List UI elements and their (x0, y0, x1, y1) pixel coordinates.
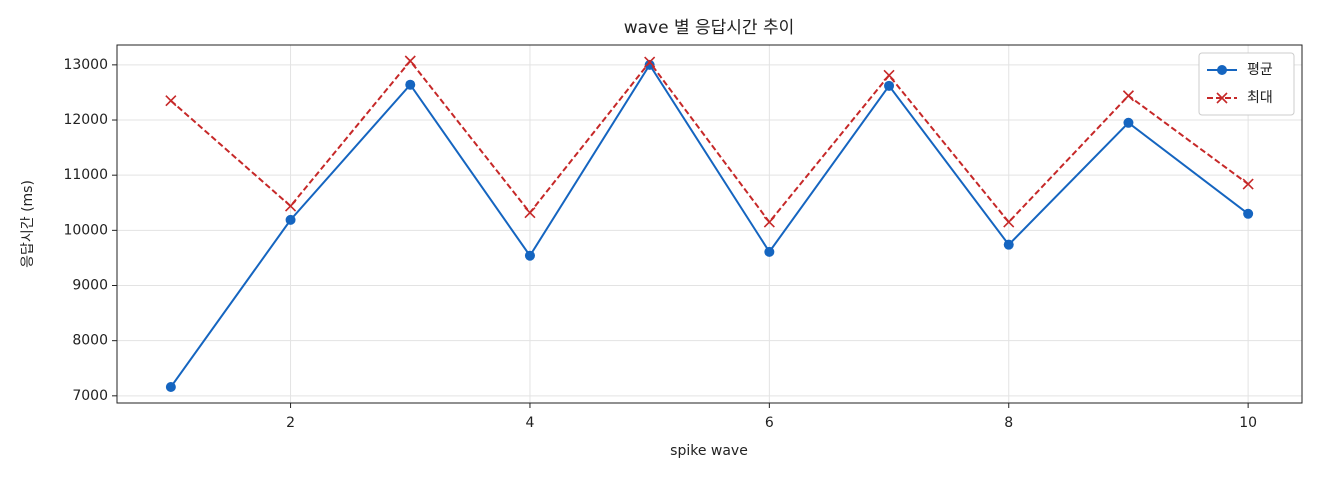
x-axis-label: spike wave (670, 443, 748, 459)
point (404, 55, 416, 67)
x-tick-label: 10 (1239, 415, 1257, 431)
chart-title: wave 별 응답시간 추이 (624, 18, 795, 38)
y-tick-label: 11000 (63, 167, 108, 183)
legend-label: 최대 (1247, 90, 1273, 106)
y-tick-label: 9000 (72, 278, 108, 294)
x-tick-label: 2 (286, 415, 295, 431)
point (285, 214, 296, 225)
x-tick-label: 6 (765, 415, 774, 431)
point (284, 200, 297, 212)
point (764, 246, 775, 257)
y-tick-label: 7000 (72, 388, 108, 404)
y-tick-label: 8000 (72, 333, 108, 349)
x-tick-label: 4 (525, 415, 534, 431)
series-line (170, 59, 1249, 224)
point (1243, 208, 1254, 219)
y-tick-label: 12000 (63, 112, 108, 128)
series-line (170, 62, 1249, 388)
point (883, 69, 895, 81)
point (165, 382, 176, 393)
y-axis-label: 응답시간 (ms) (20, 180, 36, 268)
point (884, 80, 895, 91)
legend-label: 평균 (1247, 62, 1273, 78)
plot-frame (116, 44, 1303, 404)
point (524, 250, 535, 261)
legend-marker (1216, 92, 1228, 104)
point (165, 95, 177, 107)
x-tick-label: 8 (1004, 415, 1013, 431)
point (763, 216, 775, 228)
point (1123, 117, 1134, 128)
legend-marker (1217, 65, 1227, 75)
y-tick-label: 10000 (63, 222, 108, 238)
point (644, 59, 655, 70)
y-tick-label: 13000 (63, 57, 108, 73)
point (1122, 90, 1135, 102)
point (1242, 178, 1254, 190)
point (1003, 239, 1014, 250)
point (1003, 216, 1015, 228)
point (524, 207, 536, 219)
point (644, 56, 656, 68)
point (405, 79, 416, 90)
